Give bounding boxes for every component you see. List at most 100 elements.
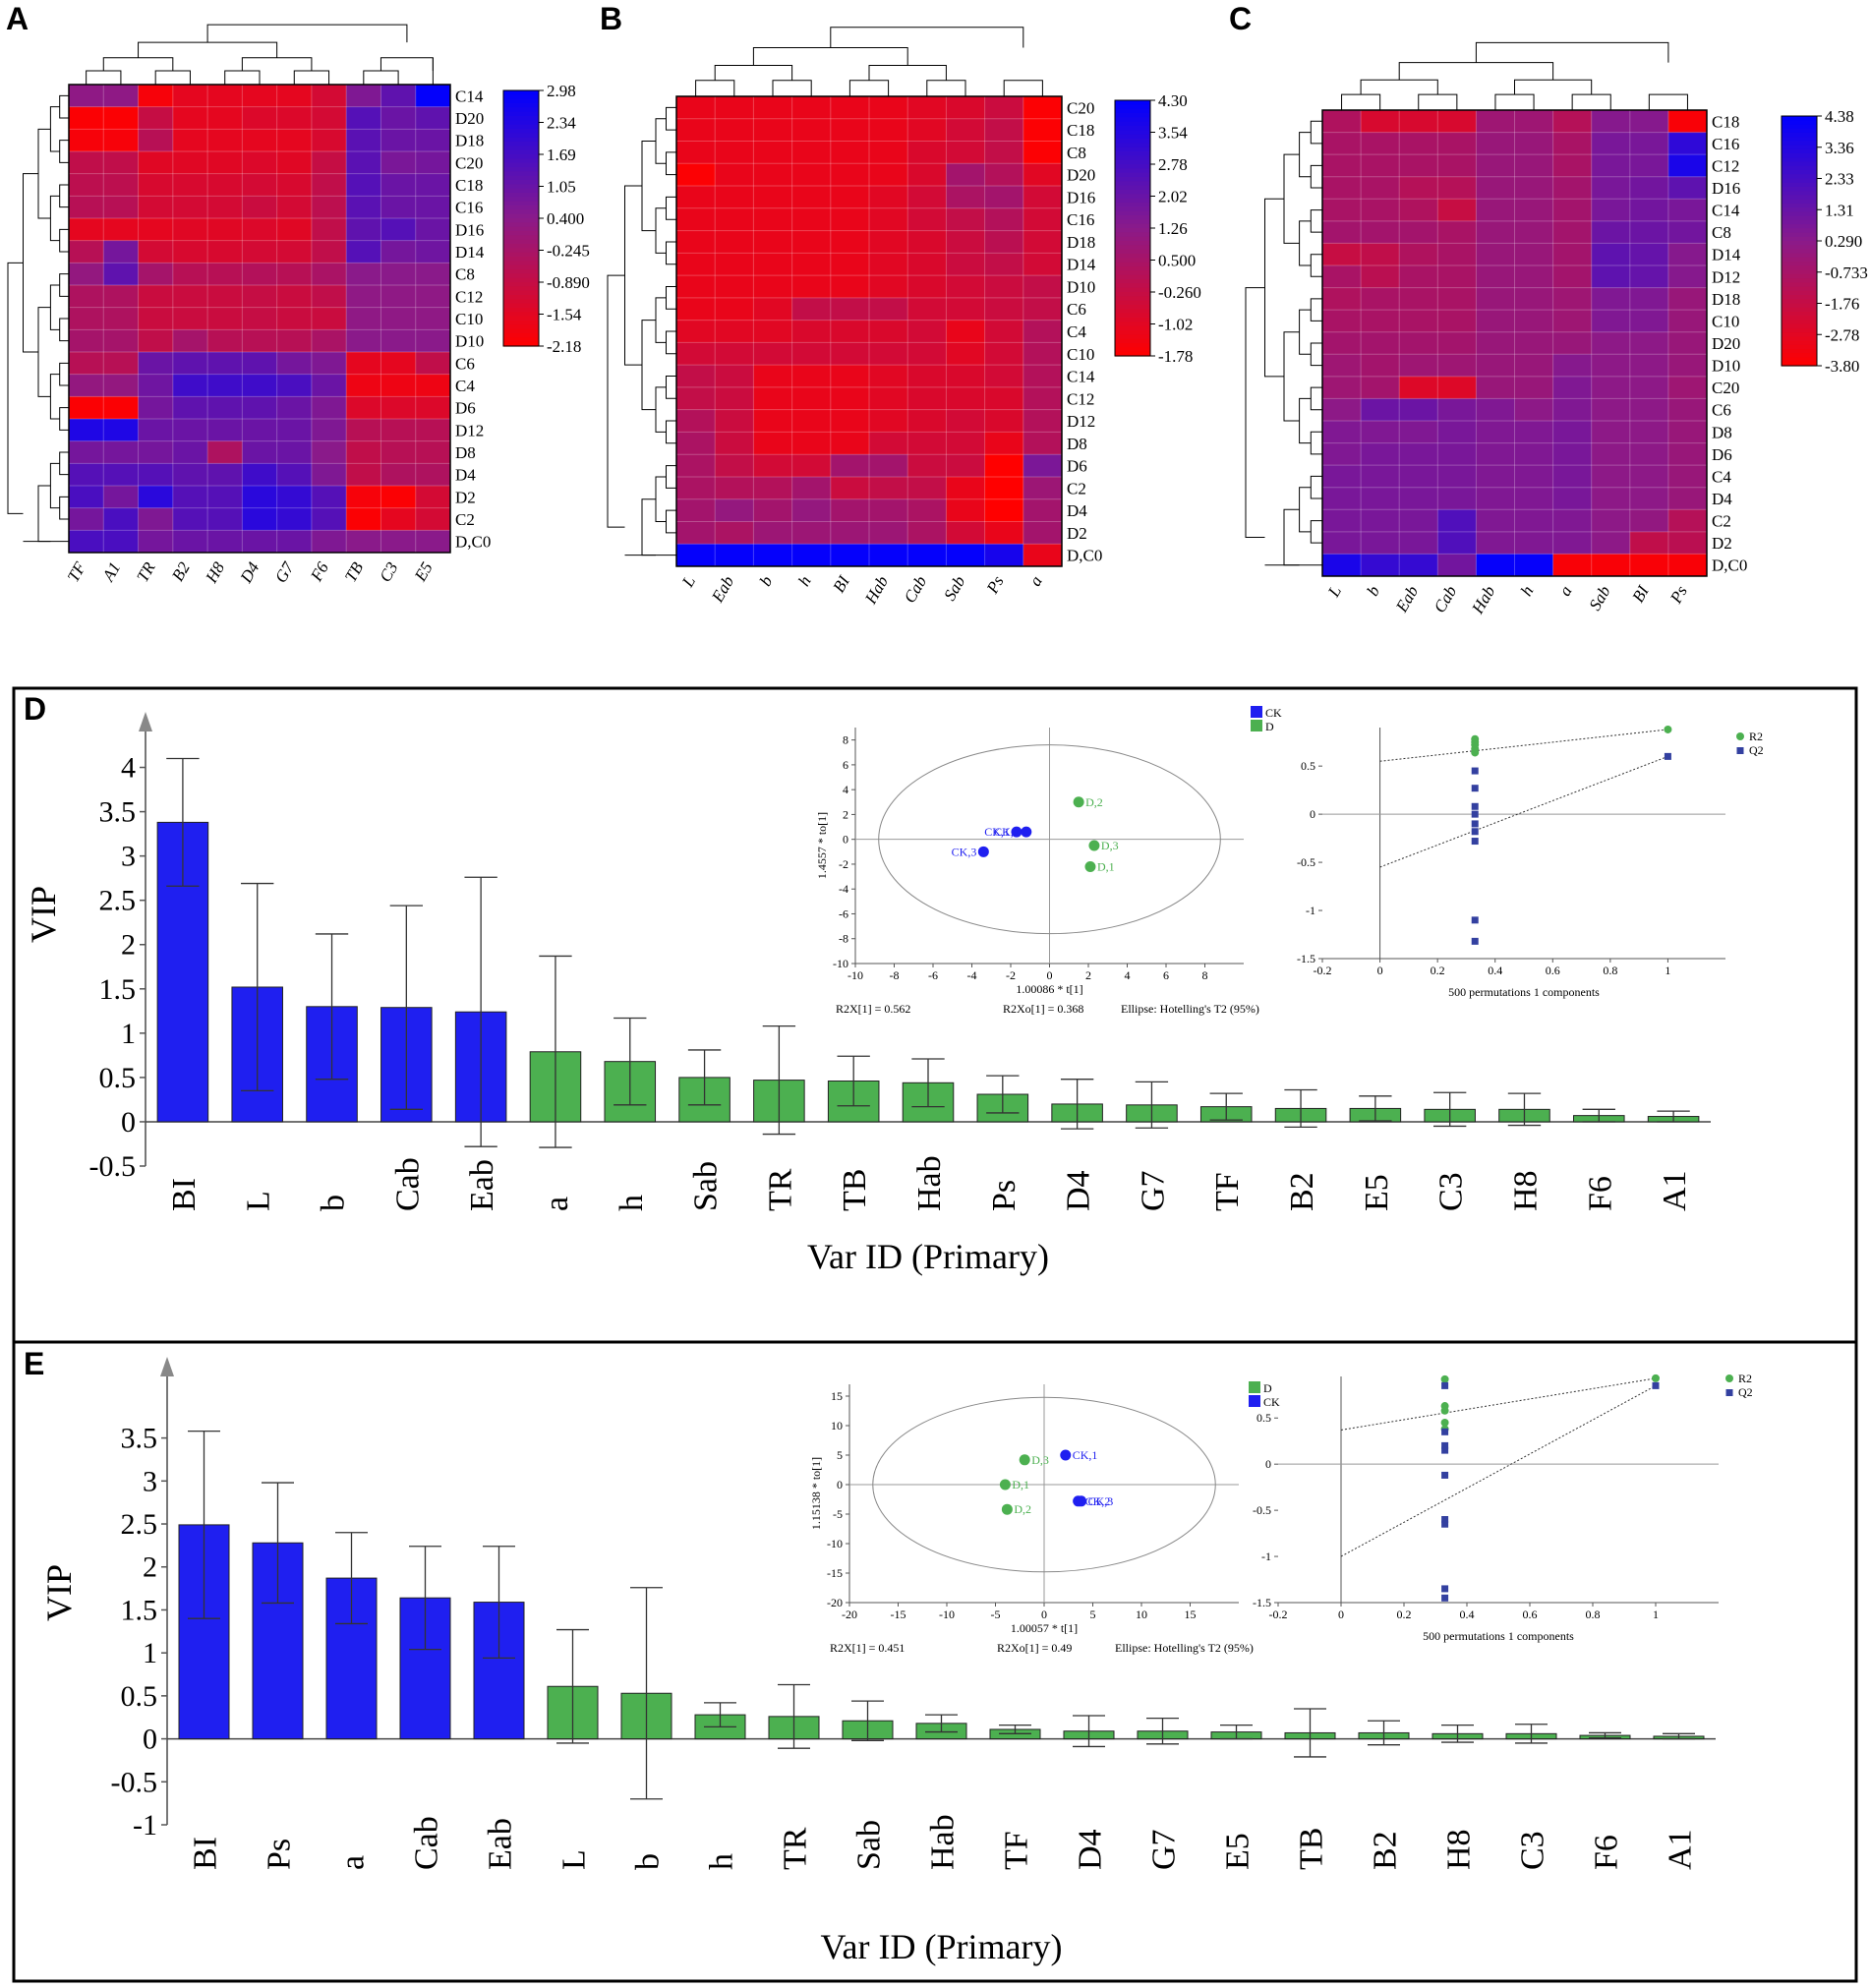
- heatmap-row-label: C10: [1067, 345, 1094, 364]
- heatmap-col-label: Eab: [1392, 583, 1423, 616]
- heatmap-cell: [172, 151, 208, 175]
- heatmap-cell: [415, 173, 451, 197]
- heatmap-cell: [1552, 376, 1593, 399]
- perm-y-tick-label: -1: [1306, 904, 1315, 917]
- heatmap-row-label: C6: [455, 354, 475, 373]
- heatmap-cell: [830, 141, 870, 164]
- inset-legend-swatch: [1251, 706, 1262, 718]
- colorbar-segment: [503, 303, 539, 309]
- heatmap-cell: [172, 173, 208, 197]
- colorbar-segment: [1115, 177, 1150, 182]
- inset-y-tick-label: -4: [839, 882, 848, 896]
- colorbar-label: 2.34: [547, 114, 576, 133]
- heatmap-cell: [311, 507, 347, 531]
- heatmap-cell: [1399, 376, 1438, 399]
- x-category-label: BI: [188, 1837, 224, 1870]
- heatmap-cell: [715, 386, 754, 411]
- heatmap-row-label: D4: [455, 466, 476, 485]
- heatmap-cell: [1476, 554, 1515, 577]
- heatmap-cell: [1399, 310, 1438, 333]
- heatmap-cell: [1629, 132, 1669, 155]
- heatmap-cell: [753, 365, 793, 388]
- heatmap-cell: [946, 544, 986, 567]
- heatmap-cell: [1552, 442, 1593, 466]
- colorbar-segment: [1115, 155, 1150, 161]
- heatmap-cell: [346, 507, 381, 531]
- heatmap-cell: [791, 432, 832, 455]
- heatmap-cell: [276, 440, 313, 464]
- heatmap-cell: [1361, 354, 1400, 378]
- heatmap-cell: [69, 129, 104, 152]
- heatmap-cell: [1399, 110, 1438, 134]
- heatmap-row-label: C12: [1067, 389, 1094, 408]
- heatmap-cell: [869, 230, 908, 254]
- heatmap-cell: [276, 240, 313, 263]
- heatmap-row-label: C20: [1067, 98, 1094, 117]
- heatmap-row-label: D14: [455, 243, 485, 262]
- heatmap-row-label: D10: [1712, 357, 1740, 376]
- colorbar-segment: [1115, 117, 1150, 123]
- heatmap-cell: [791, 253, 832, 276]
- y-tick-label: 1: [121, 1018, 136, 1050]
- heatmap-cell: [907, 253, 947, 276]
- colorbar-label: -0.245: [547, 242, 590, 261]
- heatmap-cell: [715, 230, 754, 254]
- dendrogram-branch: [380, 57, 434, 71]
- q2-point: [1441, 1520, 1449, 1528]
- heatmap-cell: [753, 320, 793, 343]
- colorbar-segment: [503, 171, 539, 177]
- perm-x-tick-label: 0.2: [1431, 964, 1445, 977]
- heatmap-cell: [172, 352, 208, 376]
- heatmap-cell: [984, 342, 1024, 366]
- heatmap-cell: [242, 419, 278, 442]
- heatmap-cell: [715, 498, 754, 522]
- colorbar-segment: [503, 111, 539, 117]
- perm-x-tick-label: 1: [1653, 1608, 1659, 1621]
- colorbar-segment: [503, 90, 539, 95]
- heatmap-cell: [907, 141, 947, 164]
- heatmap-cell: [103, 486, 140, 509]
- heatmap-cell: [380, 85, 417, 108]
- colorbar-segment: [503, 286, 539, 292]
- heatmap-row-label: C10: [1712, 312, 1739, 330]
- x-category-label: Cab: [409, 1816, 445, 1870]
- heatmap-cell: [984, 275, 1024, 299]
- dendrogram-branch: [666, 420, 676, 444]
- colorbar-segment: [1115, 292, 1150, 297]
- heatmap-cell: [1629, 509, 1669, 533]
- heatmap-cell: [103, 285, 140, 309]
- y-tick-label: -0.5: [89, 1150, 137, 1183]
- inset-y-tick-label: -6: [839, 906, 848, 920]
- dendrogram-branch: [49, 374, 60, 420]
- perm-legend-q2-swatch: [1736, 747, 1744, 754]
- heatmap-cell: [1399, 154, 1438, 178]
- colorbar-segment: [1782, 236, 1817, 242]
- y-tick-label: 0.5: [99, 1062, 137, 1094]
- heatmap-cell: [1399, 199, 1438, 222]
- y-axis-arrow: [139, 712, 152, 731]
- colorbar-segment: [1115, 190, 1150, 195]
- heatmap-cell: [138, 285, 174, 309]
- heatmap-cell: [276, 151, 313, 175]
- heatmap-cell: [1437, 287, 1477, 311]
- heatmap-cell: [907, 432, 947, 455]
- inset-legend-label: D: [1265, 720, 1274, 733]
- heatmap-cell: [172, 329, 208, 353]
- heatmap-cell: [172, 218, 208, 242]
- heatmap-cell: [907, 342, 947, 366]
- heatmap-cell: [1437, 331, 1477, 355]
- heatmap-cell: [311, 396, 347, 420]
- dendrogram-branch: [1299, 397, 1312, 444]
- heatmap-cell: [791, 365, 832, 388]
- heatmap-cell: [984, 96, 1024, 120]
- heatmap-cell: [380, 196, 417, 219]
- heatmap-cell: [984, 432, 1024, 455]
- colorbar-label: 4.38: [1825, 107, 1854, 126]
- heatmap-col-label: TF: [64, 558, 90, 585]
- heatmap-cell: [242, 196, 278, 219]
- colorbar-segment: [503, 257, 539, 262]
- q2-point: [1441, 1446, 1449, 1454]
- perm-legend-label: Q2: [1749, 743, 1764, 757]
- heatmap-cell: [1667, 421, 1708, 444]
- heatmap-cell: [946, 342, 986, 366]
